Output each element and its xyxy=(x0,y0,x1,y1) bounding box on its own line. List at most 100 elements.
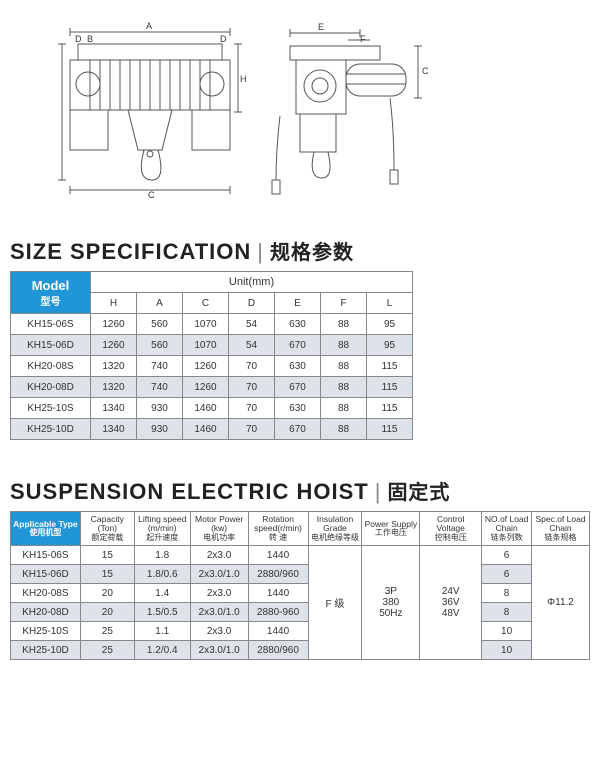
value-cell: 2x3.0/1.0 xyxy=(190,565,248,584)
hoist-header-row: Applicable Type使用机型 Capacity (Ton)额定荷载 L… xyxy=(11,512,590,546)
size-spec-title: SIZE SPECIFICATION | 规格参数 xyxy=(10,236,590,265)
col-chain-no: NO.of Load Chain链条列数 xyxy=(482,512,532,546)
value-cell: 2x3.0 xyxy=(190,622,248,641)
table-row: KH20-08S201.42x3.014408 xyxy=(11,584,590,603)
value-cell: 25 xyxy=(80,641,134,660)
col-voltage: Control Voltage控制电压 xyxy=(420,512,482,546)
svg-text:B: B xyxy=(87,34,93,44)
value-cell: 1440 xyxy=(248,584,308,603)
value-cell: 1.5/0.5 xyxy=(134,603,190,622)
value-cell: 1260 xyxy=(183,356,229,377)
model-cell: KH20-08S xyxy=(11,356,91,377)
size-spec-table: Model 型号 Unit(mm) H A C D E F L KH15-06S… xyxy=(10,271,413,440)
size-spec-title-en: SIZE SPECIFICATION xyxy=(10,239,251,265)
value-cell: 670 xyxy=(275,377,321,398)
table-row: KH25-10S251.12x3.0144010 xyxy=(11,622,590,641)
value-cell: 630 xyxy=(275,314,321,335)
col-capacity: Capacity (Ton)额定荷载 xyxy=(80,512,134,546)
value-cell: KH20-08D xyxy=(11,603,81,622)
value-cell: 20 xyxy=(80,584,134,603)
value-cell: 560 xyxy=(137,335,183,356)
table-row: KH20-08S132074012607063088115 xyxy=(11,356,413,377)
value-cell: 1340 xyxy=(91,398,137,419)
value-cell: 1320 xyxy=(91,377,137,398)
svg-text:F: F xyxy=(360,34,366,44)
value-cell: 2x3.0/1.0 xyxy=(190,641,248,660)
value-cell: 25 xyxy=(80,622,134,641)
value-cell: KH15-06S xyxy=(11,546,81,565)
value-cell: 2880/960 xyxy=(248,565,308,584)
model-header: Model 型号 xyxy=(11,272,91,314)
table-row: KH15-06D151.8/0.62x3.0/1.02880/9606 xyxy=(11,565,590,584)
table-row: KH15-06D12605601070546708895 xyxy=(11,335,413,356)
hoist-title: SUSPENSION ELECTRIC HOIST | 固定式 xyxy=(10,476,590,505)
value-cell: 115 xyxy=(367,377,413,398)
value-cell: 1260 xyxy=(183,377,229,398)
value-cell: 2880/960 xyxy=(248,641,308,660)
model-cell: KH15-06S xyxy=(11,314,91,335)
value-cell: 2880-960 xyxy=(248,603,308,622)
value-cell: 8 xyxy=(482,584,532,603)
svg-text:H: H xyxy=(240,74,247,84)
value-cell: KH15-06D xyxy=(11,565,81,584)
value-cell: 1260 xyxy=(91,314,137,335)
diagram-front: A D D B xyxy=(40,20,250,200)
value-cell: 95 xyxy=(367,335,413,356)
value-cell: 6 xyxy=(482,565,532,584)
value-cell: F 级 xyxy=(308,546,362,660)
value-cell: 1.4 xyxy=(134,584,190,603)
value-cell: 70 xyxy=(229,398,275,419)
size-spec-title-cn: 规格参数 xyxy=(270,236,354,265)
value-cell: 670 xyxy=(275,419,321,440)
diagram-area: A D D B xyxy=(10,10,590,200)
model-cell: KH15-06D xyxy=(11,335,91,356)
value-cell: 1460 xyxy=(183,398,229,419)
value-cell: 70 xyxy=(229,377,275,398)
model-cell: KH20-08D xyxy=(11,377,91,398)
value-cell: 930 xyxy=(137,398,183,419)
model-cell: KH25-10D xyxy=(11,419,91,440)
table-row: KH25-10D251.2/0.42x3.0/1.02880/96010 xyxy=(11,641,590,660)
col-rot: Rotation speed(r/min)转 速 xyxy=(248,512,308,546)
col-lift: Lifting speed (m/min)起升速度 xyxy=(134,512,190,546)
value-cell: 115 xyxy=(367,398,413,419)
svg-text:C: C xyxy=(148,190,155,200)
value-cell: 10 xyxy=(482,622,532,641)
svg-text:C: C xyxy=(422,66,429,76)
unit-header: Unit(mm) xyxy=(91,272,413,293)
value-cell: KH25-10S xyxy=(11,622,81,641)
value-cell: 24V 36V 48V xyxy=(420,546,482,660)
svg-text:D: D xyxy=(220,34,227,44)
diagram-side: E F C xyxy=(270,20,470,200)
value-cell: 54 xyxy=(229,314,275,335)
value-cell: 740 xyxy=(137,377,183,398)
value-cell: 560 xyxy=(137,314,183,335)
value-cell: 88 xyxy=(321,419,367,440)
value-cell: 6 xyxy=(482,546,532,565)
value-cell: 630 xyxy=(275,398,321,419)
table-row: KH20-08D132074012607067088115 xyxy=(11,377,413,398)
value-cell: 1070 xyxy=(183,335,229,356)
value-cell: 2x3.0/1.0 xyxy=(190,603,248,622)
value-cell: KH25-10D xyxy=(11,641,81,660)
hoist-title-en: SUSPENSION ELECTRIC HOIST xyxy=(10,479,369,505)
value-cell: 8 xyxy=(482,603,532,622)
col-motor: Motor Power (kw)电机功率 xyxy=(190,512,248,546)
value-cell: 1.8/0.6 xyxy=(134,565,190,584)
title-separator: | xyxy=(257,239,264,265)
value-cell: 1070 xyxy=(183,314,229,335)
value-cell: 1460 xyxy=(183,419,229,440)
value-cell: 115 xyxy=(367,356,413,377)
col-power: Power Supply工作电压 xyxy=(362,512,420,546)
value-cell: 88 xyxy=(321,356,367,377)
table-row: KH15-06S151.82x3.01440F 级3P 380 50Hz24V … xyxy=(11,546,590,565)
col-type: Applicable Type使用机型 xyxy=(11,512,81,546)
value-cell: 1440 xyxy=(248,546,308,565)
table-row: KH25-10D134093014607067088115 xyxy=(11,419,413,440)
title-separator: | xyxy=(375,479,382,505)
value-cell: 88 xyxy=(321,377,367,398)
value-cell: 70 xyxy=(229,419,275,440)
value-cell: 1440 xyxy=(248,622,308,641)
col-insul: Insulation Grade电机绝缘等级 xyxy=(308,512,362,546)
value-cell: 2x3.0 xyxy=(190,584,248,603)
